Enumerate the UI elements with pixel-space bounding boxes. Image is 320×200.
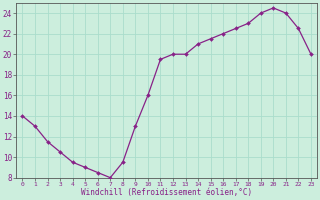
X-axis label: Windchill (Refroidissement éolien,°C): Windchill (Refroidissement éolien,°C): [81, 188, 252, 197]
